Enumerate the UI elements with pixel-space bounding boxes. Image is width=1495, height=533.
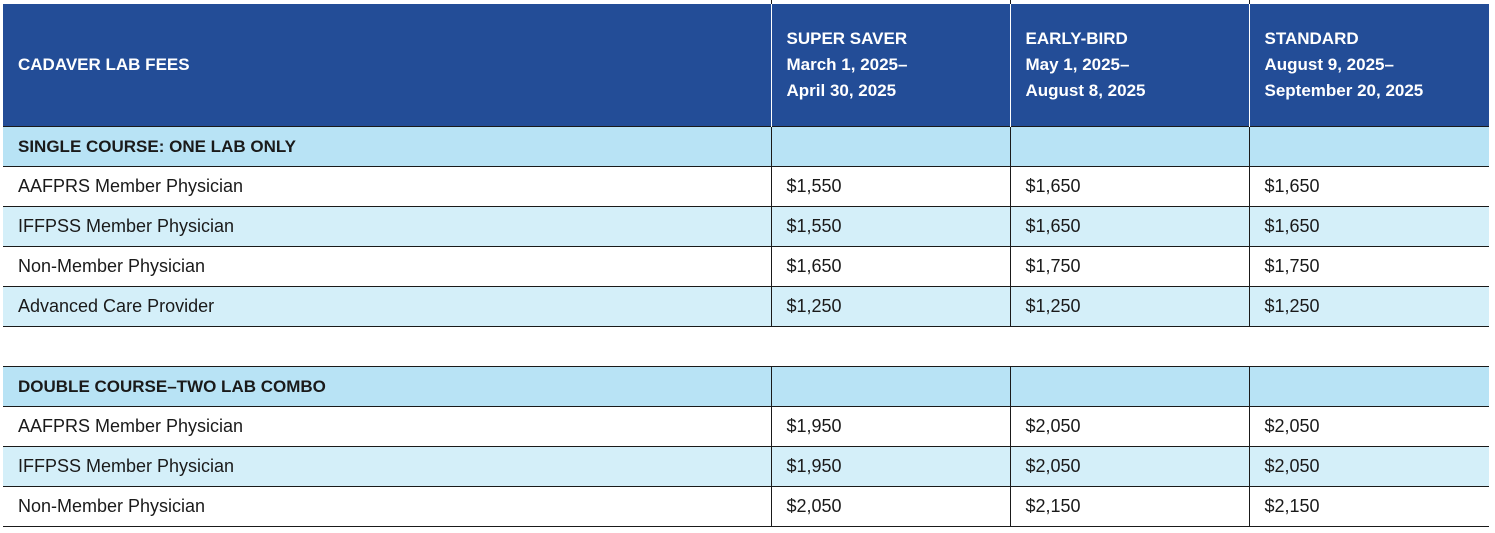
section-header-single-course: SINGLE COURSE: ONE LAB ONLY xyxy=(3,126,1489,167)
price-cell: $2,050 xyxy=(1248,406,1489,447)
header-row: CADAVER LAB FEES SUPER SAVER March 1, 20… xyxy=(3,4,1489,127)
price-cell: $1,750 xyxy=(1248,246,1489,287)
table-row: IFFPSS Member Physician $1,950 $2,050 $2… xyxy=(3,446,1489,487)
row-label: Advanced Care Provider xyxy=(3,286,771,327)
price-cell: $1,250 xyxy=(1009,286,1249,327)
price-cell: $2,050 xyxy=(1009,406,1249,447)
price-cell: $1,650 xyxy=(770,246,1010,287)
price-cell: $2,050 xyxy=(770,486,1010,527)
section-title: SINGLE COURSE: ONE LAB ONLY xyxy=(3,126,771,167)
table-row: AAFPRS Member Physician $1,550 $1,650 $1… xyxy=(3,166,1489,207)
price-cell: $1,650 xyxy=(1248,206,1489,247)
price-cell: $1,650 xyxy=(1248,166,1489,207)
column-header-early-bird: EARLY-BIRD May 1, 2025– August 8, 2025 xyxy=(1009,4,1249,127)
section-title: DOUBLE COURSE–TWO LAB COMBO xyxy=(3,366,771,407)
section-header-double-course: DOUBLE COURSE–TWO LAB COMBO xyxy=(3,366,1489,407)
price-cell: $1,550 xyxy=(770,206,1010,247)
table-row: AAFPRS Member Physician $1,950 $2,050 $2… xyxy=(3,406,1489,447)
row-label: AAFPRS Member Physician xyxy=(3,166,771,207)
price-cell: $1,550 xyxy=(770,166,1010,207)
table-row: Advanced Care Provider $1,250 $1,250 $1,… xyxy=(3,286,1489,327)
price-cell: $1,950 xyxy=(770,406,1010,447)
column-header-super-saver: SUPER SAVER March 1, 2025– April 30, 202… xyxy=(770,4,1010,127)
price-cell: $2,150 xyxy=(1009,486,1249,527)
price-cell: $1,250 xyxy=(1248,286,1489,327)
row-label: IFFPSS Member Physician xyxy=(3,206,771,247)
table-row: Non-Member Physician $2,050 $2,150 $2,15… xyxy=(3,486,1489,527)
row-label: IFFPSS Member Physician xyxy=(3,446,771,487)
price-cell: $1,650 xyxy=(1009,206,1249,247)
column-header-standard: STANDARD August 9, 2025– September 20, 2… xyxy=(1248,4,1489,127)
fee-table-container: CADAVER LAB FEES SUPER SAVER March 1, 20… xyxy=(3,4,1489,527)
price-cell: $2,050 xyxy=(1009,446,1249,487)
price-cell: $1,650 xyxy=(1009,166,1249,207)
price-cell: $2,050 xyxy=(1248,446,1489,487)
row-label: Non-Member Physician xyxy=(3,246,771,287)
price-cell: $1,750 xyxy=(1009,246,1249,287)
section-spacer xyxy=(3,326,1489,367)
row-label: Non-Member Physician xyxy=(3,486,771,527)
row-label: AAFPRS Member Physician xyxy=(3,406,771,447)
cadaver-lab-fee-table: CADAVER LAB FEES SUPER SAVER March 1, 20… xyxy=(3,4,1489,527)
table-row: Non-Member Physician $1,650 $1,750 $1,75… xyxy=(3,246,1489,287)
table-title: CADAVER LAB FEES xyxy=(3,4,771,127)
price-cell: $1,950 xyxy=(770,446,1010,487)
price-cell: $2,150 xyxy=(1248,486,1489,527)
table-row: IFFPSS Member Physician $1,550 $1,650 $1… xyxy=(3,206,1489,247)
price-cell: $1,250 xyxy=(770,286,1010,327)
